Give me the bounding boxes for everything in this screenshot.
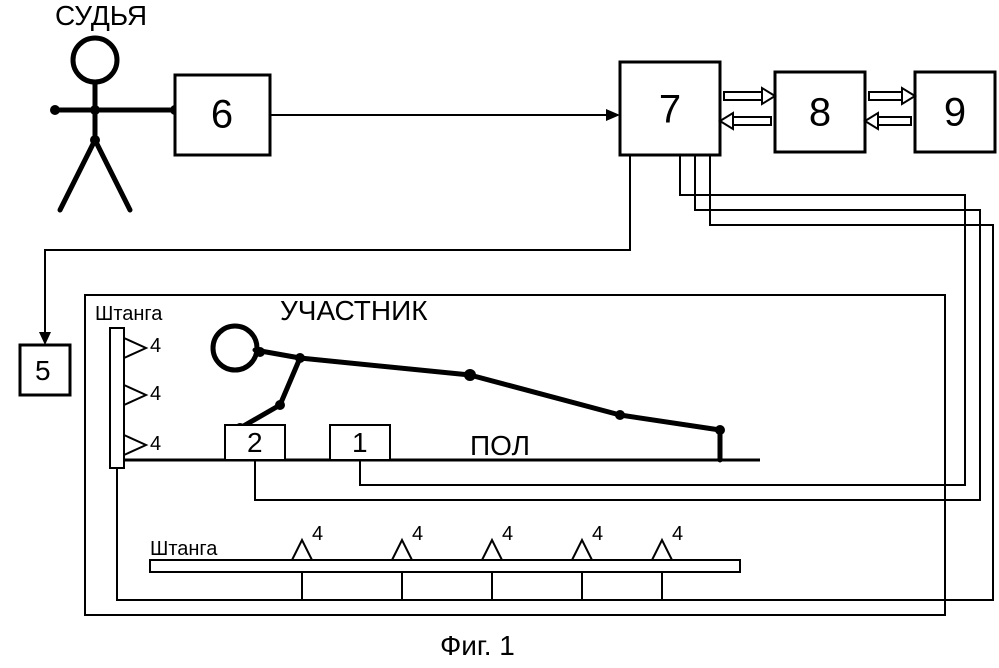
svg-text:4: 4 (502, 523, 513, 545)
participant-label: УЧАСТНИК (280, 295, 428, 326)
svg-text:8: 8 (809, 91, 831, 135)
svg-text:7: 7 (659, 88, 681, 132)
bar-bottom (150, 560, 740, 572)
svg-text:4: 4 (150, 433, 161, 455)
svg-text:4: 4 (592, 523, 603, 545)
block-9: 9 (915, 72, 995, 152)
block-7: 7 (620, 62, 720, 155)
block-1: 1 (330, 425, 390, 460)
svg-text:2: 2 (247, 427, 263, 458)
judge-figure (50, 38, 180, 210)
svg-text:1: 1 (352, 427, 368, 458)
block-6: 6 (175, 75, 270, 155)
svg-text:4: 4 (150, 383, 161, 405)
svg-text:4: 4 (150, 335, 161, 357)
block-2: 2 (225, 425, 285, 460)
floor-label: ПОЛ (470, 430, 530, 461)
svg-text:4: 4 (672, 523, 683, 545)
wire-6-to-7 (270, 109, 620, 121)
wire-7-8 (720, 88, 775, 129)
figure-caption: Фиг. 1 (440, 630, 515, 661)
block-5: 5 (20, 345, 70, 395)
svg-text:6: 6 (211, 93, 233, 137)
bar-bottom-label: Штанга (150, 538, 218, 560)
svg-text:4: 4 (412, 523, 423, 545)
bar-top (110, 328, 124, 468)
block-8: 8 (775, 72, 865, 152)
svg-text:5: 5 (35, 355, 51, 386)
wire-8-9 (865, 88, 915, 129)
judge-label: СУДЬЯ (55, 0, 147, 31)
bar-top-label: Штанга (95, 303, 163, 325)
diagram-canvas: СУДЬЯ 6 7 8 9 (0, 0, 999, 668)
svg-text:9: 9 (944, 91, 966, 135)
svg-text:4: 4 (312, 523, 323, 545)
